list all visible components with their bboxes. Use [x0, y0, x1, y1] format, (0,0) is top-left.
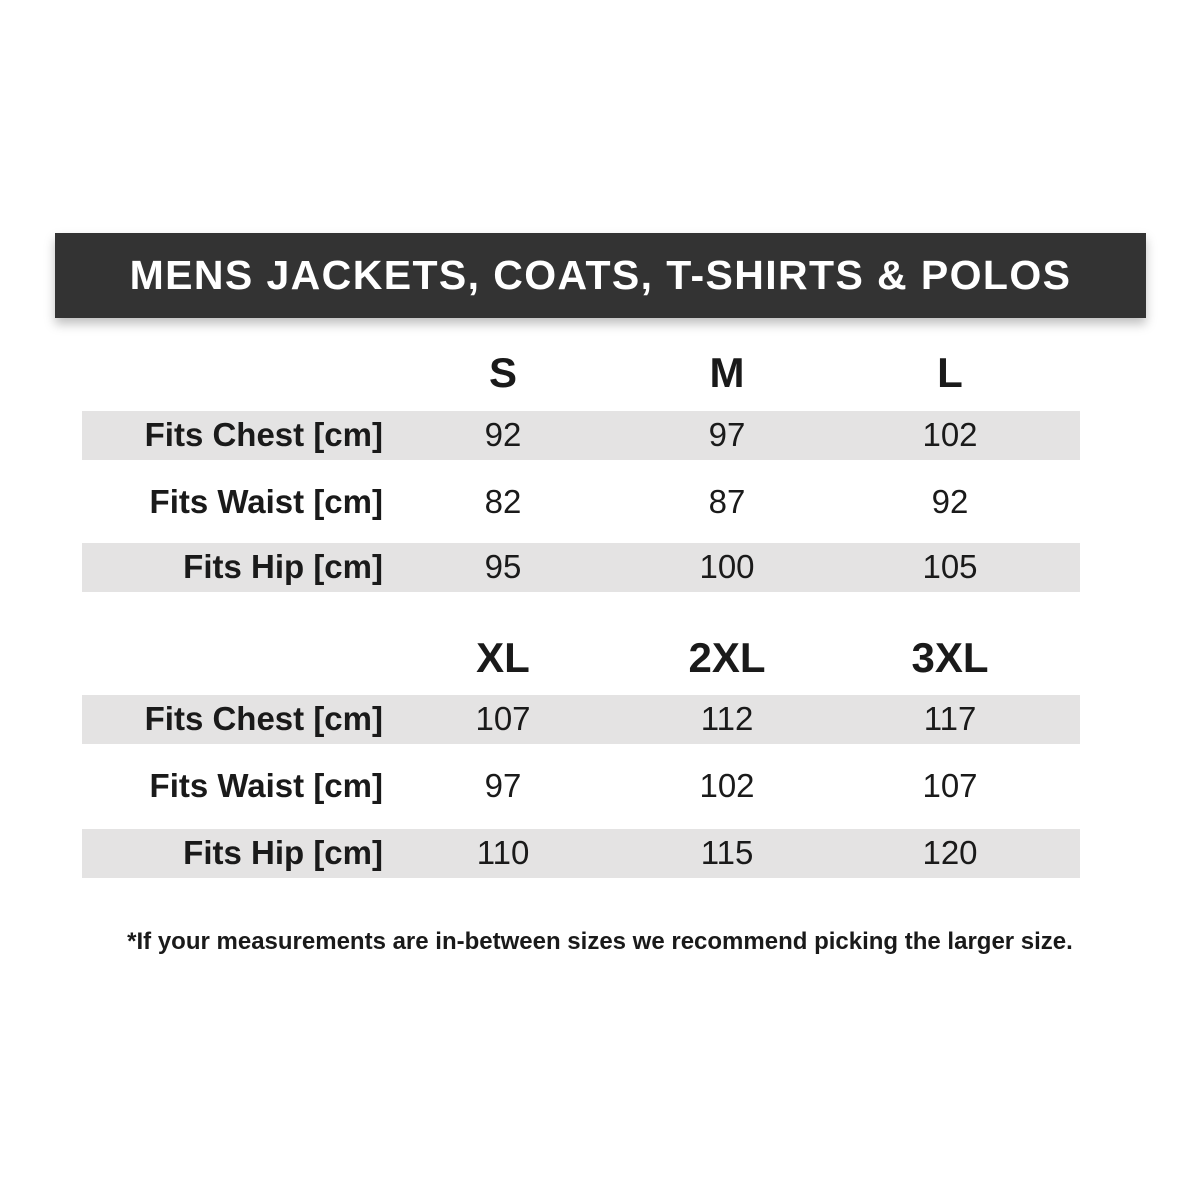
row-band — [82, 543, 1080, 592]
size-header: S — [488, 349, 517, 396]
measurement-value: 82 — [484, 483, 522, 520]
size-header: 2XL — [688, 634, 766, 681]
measurement-value: 95 — [484, 548, 522, 585]
measurement-value: 87 — [708, 483, 746, 520]
measurement-value: 92 — [484, 416, 522, 453]
measurement-value: 97 — [708, 416, 746, 453]
footnote: *If your measurements are in-between siz… — [127, 928, 1073, 955]
row-label: Fits Waist [cm] — [149, 767, 383, 804]
measurement-value: 110 — [476, 834, 530, 871]
measurement-value: 102 — [922, 416, 978, 453]
measurement-value: 105 — [922, 548, 978, 585]
size-header: M — [709, 349, 745, 396]
measurement-value: 100 — [699, 548, 755, 585]
row-band — [82, 411, 1080, 460]
row-band — [82, 695, 1080, 744]
measurement-value: 102 — [699, 767, 755, 804]
measurement-value: 115 — [700, 834, 754, 871]
measurement-value: 92 — [931, 483, 969, 520]
title-banner: MENS JACKETS, COATS, T-SHIRTS & POLOS — [55, 233, 1146, 318]
row-label: Fits Chest [cm] — [144, 700, 383, 737]
measurement-value: 107 — [922, 767, 978, 804]
row-label: Fits Hip [cm] — [183, 834, 383, 871]
measurement-value: 97 — [484, 767, 522, 804]
measurement-value: 112 — [700, 700, 754, 737]
measurement-value: 117 — [923, 700, 977, 737]
size-header: 3XL — [911, 634, 989, 681]
measurement-value: 120 — [922, 834, 978, 871]
row-band — [82, 829, 1080, 878]
size-header: L — [937, 349, 963, 396]
row-label: Fits Waist [cm] — [149, 483, 383, 520]
row-label: Fits Chest [cm] — [144, 416, 383, 453]
size-header: XL — [476, 634, 530, 681]
chart-title: MENS JACKETS, COATS, T-SHIRTS & POLOS — [129, 252, 1072, 298]
measurement-value: 107 — [475, 700, 531, 737]
row-label: Fits Hip [cm] — [183, 548, 383, 585]
